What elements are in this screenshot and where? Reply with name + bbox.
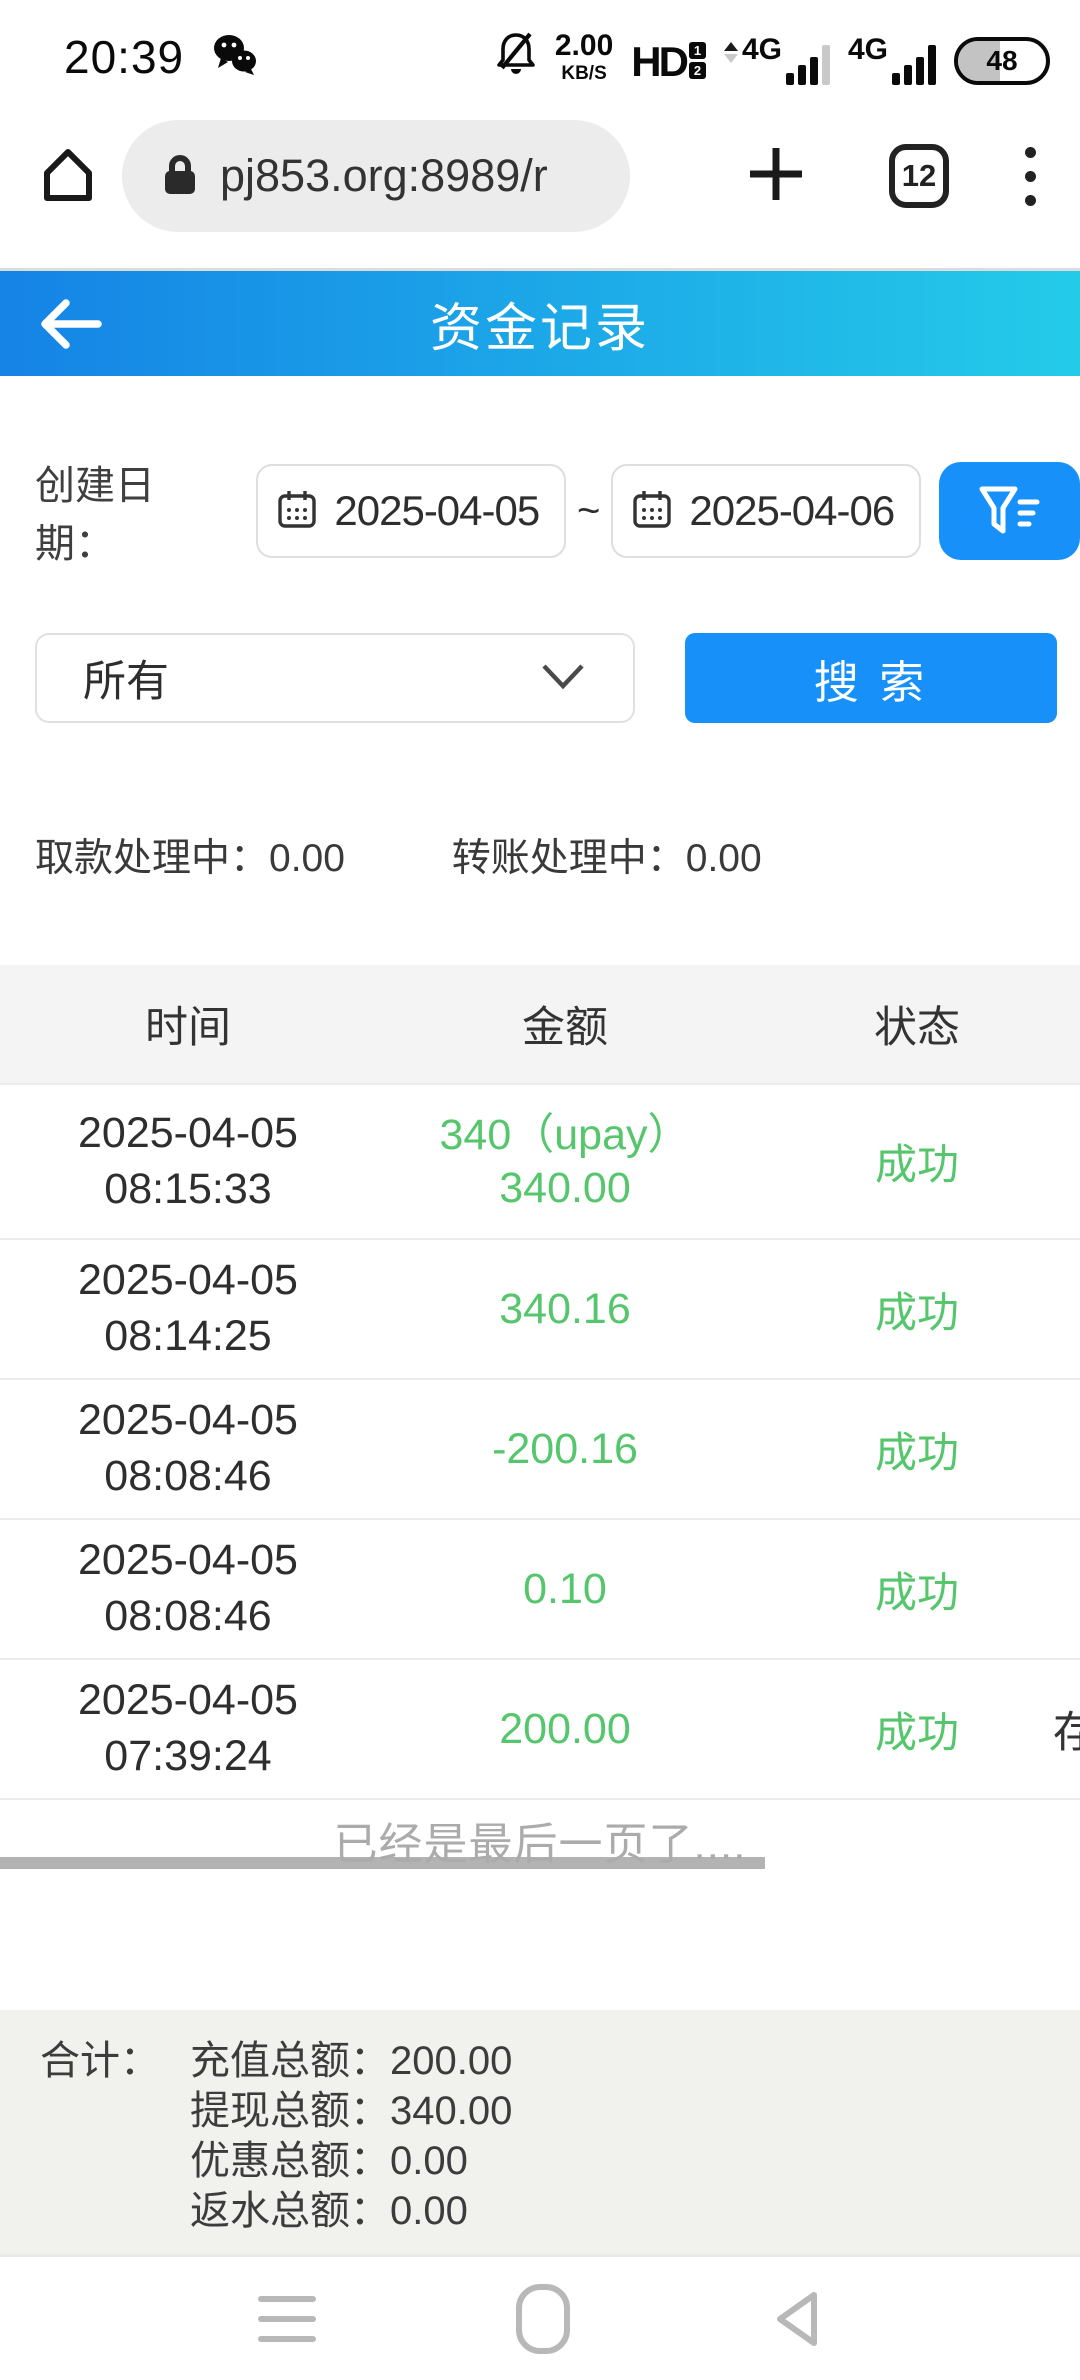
- date-to-value: 2025-04-06: [689, 487, 895, 534]
- fund-records-table: 时间 金额 状态 2025-04-05 08:15:33 340（upay） 340…: [0, 965, 1080, 1800]
- arrow-left-icon: [41, 298, 102, 349]
- column-header-time: 时间: [145, 1004, 231, 1052]
- table-header: 时间 金额 状态: [0, 965, 1080, 1085]
- network-speed: 2.00 KB/S: [554, 28, 614, 85]
- status-bar: 20:39 2.00 KB/S: [0, 0, 1080, 96]
- hd-voice-icon: HD 1 2: [631, 40, 706, 85]
- amount-cell: 0.10: [523, 1564, 607, 1613]
- date-to-input[interactable]: 2025-04-06: [611, 464, 922, 558]
- time-cell: 2025-04-05 08:15:33: [78, 1108, 298, 1213]
- table-row[interactable]: 2025-04-05 08:14:25 340.16 成功: [0, 1240, 1080, 1380]
- type-dropdown[interactable]: 所有: [35, 633, 635, 723]
- status-cell: 成功: [874, 1708, 959, 1756]
- android-navigation-bar: [0, 2254, 1080, 2380]
- network-speed-value: 2.00: [554, 28, 614, 62]
- data-activity-icon: [723, 41, 738, 63]
- end-of-list-message: 已经是最后一页了....: [333, 1820, 747, 1869]
- lock-icon: [162, 151, 198, 202]
- time-cell: 2025-04-05 08:08:46: [78, 1396, 298, 1500]
- clipped-next-column-cell: 存: [1053, 1709, 1080, 1757]
- tab-counter[interactable]: 12: [889, 144, 949, 208]
- date-from-input[interactable]: 2025-04-05: [256, 464, 567, 558]
- status-cell: 成功: [874, 1141, 959, 1188]
- processing-summary: 取款处理中：0.00 转账处理中：0.00: [0, 827, 1080, 883]
- filter-button[interactable]: [939, 462, 1080, 560]
- amount-cell: 200.00: [499, 1704, 631, 1753]
- horizontal-scrollbar[interactable]: [0, 1857, 765, 1869]
- page-header: 资金记录: [0, 271, 1080, 376]
- browser-menu-icon[interactable]: [1025, 146, 1036, 206]
- transfer-processing: 转账处理中：0.00: [451, 837, 762, 880]
- sim2-signal: 4G: [848, 34, 936, 85]
- url-bar[interactable]: pj853.org:8989/r: [122, 120, 630, 232]
- amount-cell: 340.16: [499, 1284, 631, 1333]
- new-tab-icon[interactable]: [743, 141, 809, 212]
- type-filter-row: 所有 搜 索: [0, 633, 1080, 723]
- totals-lines: 充值总额：200.00 提现总额：340.00 优惠总额：0.00 返水总额：0…: [190, 2036, 512, 2254]
- back-button[interactable]: [36, 296, 104, 352]
- wechat-notification-icon: [212, 34, 258, 81]
- totals-label: 合计：: [40, 2039, 160, 2083]
- signal-bars-1: [785, 44, 830, 85]
- date-filter-label: 创建日期：: [35, 464, 155, 566]
- column-header-amount: 金额: [522, 1004, 608, 1052]
- calendar-icon: [631, 488, 673, 535]
- browser-toolbar: pj853.org:8989/r 12: [0, 96, 1080, 256]
- hd-sim-badge: 1 2: [688, 41, 706, 79]
- date-range-separator: ~: [577, 488, 601, 533]
- battery-fill: [958, 40, 1001, 81]
- table-row[interactable]: 2025-04-05 08:08:46 0.10 成功: [0, 1520, 1080, 1660]
- column-header-status: 状态: [874, 1004, 960, 1052]
- url-text: pj853.org:8989/r: [220, 150, 548, 201]
- type-dropdown-value: 所有: [83, 658, 169, 706]
- calendar-icon: [276, 488, 318, 535]
- amount-cell: 340（upay） 340.00: [439, 1111, 691, 1212]
- status-bar-left: 20:39: [64, 30, 258, 84]
- withdraw-processing: 取款处理中：0.00: [35, 837, 345, 880]
- discount-total: 优惠总额：0.00: [190, 2139, 468, 2183]
- browser-home-icon[interactable]: [36, 142, 100, 211]
- time-cell: 2025-04-05 07:39:24: [78, 1676, 298, 1780]
- rebate-total: 返水总额：0.00: [190, 2189, 468, 2233]
- funnel-icon: [979, 486, 1039, 534]
- totals-summary: 合计： 充值总额：200.00 提现总额：340.00 优惠总额：0.00 返水…: [0, 2010, 1080, 2254]
- table-row[interactable]: 2025-04-05 08:15:33 340（upay） 340.00 成功: [0, 1085, 1080, 1240]
- back-triangle-icon: [777, 2291, 817, 2346]
- notifications-off-icon: [495, 30, 537, 83]
- sim1-signal: 4G: [723, 34, 830, 85]
- chevron-down-icon: [539, 661, 587, 696]
- status-bar-right: 2.00 KB/S HD 1 2 4G 4G 48: [495, 30, 1050, 85]
- battery-indicator: 48: [954, 36, 1050, 85]
- android-back-button[interactable]: [770, 2287, 822, 2351]
- home-button[interactable]: [516, 2283, 570, 2354]
- date-from-value: 2025-04-05: [334, 487, 540, 534]
- status-cell: 成功: [874, 1568, 959, 1616]
- status-cell: 成功: [874, 1288, 959, 1336]
- page-title: 资金记录: [429, 300, 650, 358]
- status-cell: 成功: [874, 1428, 959, 1476]
- amount-cell: -200.16: [492, 1424, 638, 1473]
- clock: 20:39: [64, 31, 185, 83]
- recents-button[interactable]: [258, 2295, 316, 2342]
- table-row[interactable]: 2025-04-05 08:08:46 -200.16 成功: [0, 1380, 1080, 1520]
- withdraw-total: 提现总额：340.00: [190, 2089, 513, 2133]
- deposit-total: 充值总额：200.00: [190, 2039, 513, 2083]
- time-cell: 2025-04-05 08:14:25: [78, 1256, 298, 1360]
- signal-bars-2: [892, 44, 936, 85]
- table-row[interactable]: 2025-04-05 07:39:24 200.00 成功 存: [0, 1660, 1080, 1800]
- search-button[interactable]: 搜 索: [685, 633, 1057, 723]
- time-cell: 2025-04-05 08:08:46: [78, 1536, 298, 1640]
- network-speed-unit: KB/S: [561, 62, 607, 84]
- toolbar-divider: [0, 256, 1080, 271]
- date-filter-row: 创建日期： 2025-04-05 ~ 2025-04-06: [0, 453, 1080, 569]
